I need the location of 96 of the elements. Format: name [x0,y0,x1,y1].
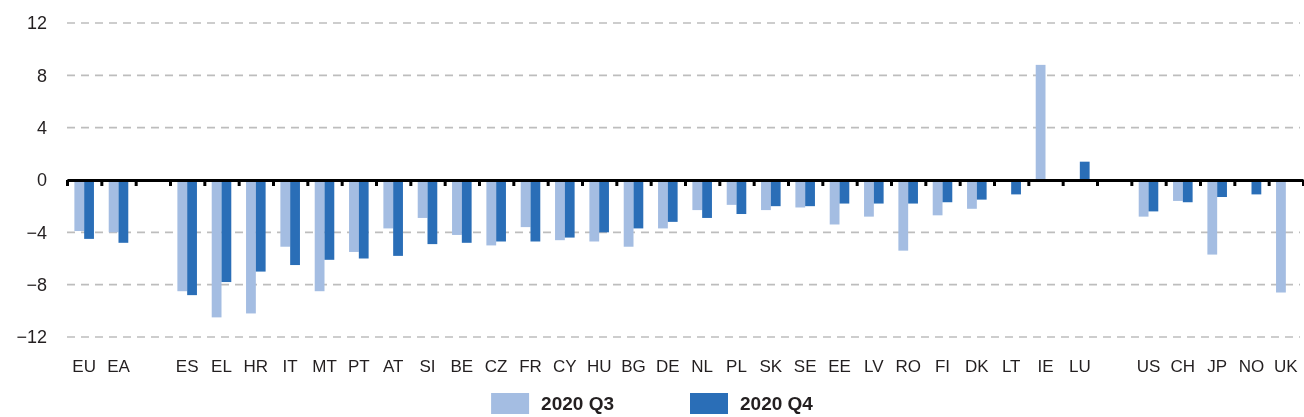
bar [898,180,909,251]
x-tick-label: DE [656,357,680,377]
y-tick-label: 12 [26,13,47,34]
bar [761,180,771,211]
bar [1035,64,1046,180]
x-tick-label: BG [621,357,646,377]
x-tick-label: CH [1170,357,1196,377]
x-tick-label: UK [1274,357,1299,377]
x-tick-label: CZ [484,357,508,377]
bar [967,180,977,209]
x-tick-label: JP [1207,357,1228,377]
x-tick-label: DK [965,357,990,377]
bar [873,180,884,204]
x-tick-label: RO [895,357,921,377]
x-tick-label: MT [312,357,337,377]
bar [108,180,119,233]
x-tick-label: PL [726,357,747,377]
x-tick-label: NO [1238,357,1265,377]
bar [908,180,918,204]
x-tick-label: BE [450,357,474,377]
bar [976,180,987,200]
y-tick-label: 8 [36,65,47,86]
x-tick-label: IT [282,357,298,377]
bar [770,180,781,207]
bar [667,180,678,222]
bar [211,180,222,318]
bar [349,180,359,252]
y-tick-label: 4 [36,117,47,138]
bar [702,180,712,218]
bar [932,180,943,216]
x-tick-label: NL [691,357,714,377]
bar [74,180,85,232]
x-tick-label: SE [793,357,817,377]
bar [864,180,874,217]
x-tick-label: FI [934,357,951,377]
bar [393,180,403,256]
bar [187,180,197,296]
x-tick-label: LU [1068,357,1091,377]
bar [726,180,737,205]
bar [417,180,428,218]
x-tick-label: SK [759,357,783,377]
bar [623,180,634,247]
x-tick-label: IE [1037,357,1054,377]
bar [290,180,300,266]
bar [255,180,266,272]
x-tick-label: CY [553,357,577,377]
x-tick-label: SI [419,357,436,377]
x-tick-label: EL [211,357,232,377]
bar [564,180,575,238]
y-tick-label: −8 [26,274,47,295]
bar [658,180,668,229]
bar [1276,180,1286,293]
bar [452,180,462,235]
bar [383,180,394,229]
bar [177,180,188,292]
bar [246,180,256,314]
x-tick-label: FR [519,357,542,377]
bar [1217,180,1227,198]
x-tick-label: LV [864,357,885,377]
bar [486,180,497,246]
x-tick-label: EA [107,357,131,377]
legend-label: 2020 Q3 [541,393,614,414]
x-tick-label: EU [72,357,96,377]
y-tick-label: 0 [36,170,47,191]
bar [1138,180,1149,217]
bar [1182,180,1193,203]
y-tick-label: −12 [16,327,47,348]
bar [358,180,369,259]
x-tick-label: US [1136,357,1161,377]
bar [795,180,806,208]
bar [805,180,815,207]
bar [589,180,600,242]
bar [221,180,232,283]
bar [314,180,325,292]
bar [599,180,609,233]
bar [692,180,703,211]
bar [280,180,291,247]
bar [1173,180,1183,201]
bar [1207,180,1218,255]
legend-label: 2020 Q4 [740,393,814,414]
bar [496,180,506,242]
y-tick-label: −4 [26,222,47,243]
bar [84,180,94,239]
bar [461,180,472,243]
x-tick-label: LT [1001,357,1021,377]
bar [829,180,840,225]
x-tick-label: PT [347,357,370,377]
bar [555,180,565,241]
x-tick-label: HR [243,357,269,377]
bar [520,180,531,228]
x-tick-label: HU [586,357,612,377]
x-tick-label: ES [175,357,199,377]
bar [1079,161,1090,180]
x-tick-label: AT [382,357,404,377]
bar [324,180,335,260]
x-tick-label: EE [828,357,851,377]
